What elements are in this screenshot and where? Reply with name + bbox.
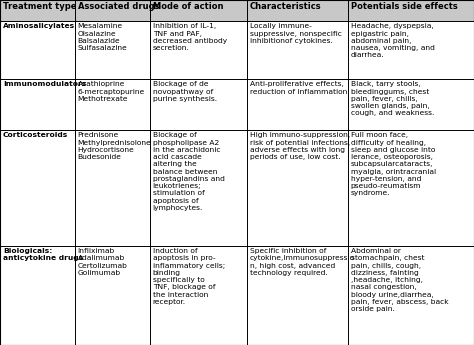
Text: Potentials side effects: Potentials side effects (351, 2, 457, 11)
Text: Azathioprine
6-mercaptopurine
Methotrexate: Azathioprine 6-mercaptopurine Methotrexa… (78, 81, 145, 102)
Text: Mode of action: Mode of action (153, 2, 223, 11)
Bar (247, 246, 348, 345)
Text: Headache, dyspepsia,
epigastric pain,
abdominal pain,
nausea, vomiting, and
diar: Headache, dyspepsia, epigastric pain, ab… (351, 23, 435, 58)
Bar (0, 0, 474, 21)
Bar (0, 79, 75, 130)
Bar (0, 246, 75, 345)
Bar (247, 79, 348, 130)
Text: Abdominal or
stomachpain, chest
pain, chills, cough,
dizziness, fainting
,headac: Abdominal or stomachpain, chest pain, ch… (351, 248, 448, 312)
Bar (0, 21, 474, 79)
Text: Black, tarry stools,
bleedinggums, chest
pain, fever, chills,
swollen glands, pa: Black, tarry stools, bleedinggums, chest… (351, 81, 434, 116)
Text: Inhibition of IL-1,
TNF and PAF,
decreased antibody
secretion.: Inhibition of IL-1, TNF and PAF, decreas… (153, 23, 227, 51)
Text: High immuno-suppression,
risk of potential infections,
adverse effects with long: High immuno-suppression, risk of potenti… (250, 132, 350, 160)
Bar (150, 0, 247, 21)
Bar (150, 246, 247, 345)
Text: Anti-proliferative effects,
reduction of inflammation.: Anti-proliferative effects, reduction of… (250, 81, 349, 95)
Bar (247, 21, 348, 79)
Bar (247, 0, 348, 21)
Text: Blockage of de
novopathway of
purine synthesis.: Blockage of de novopathway of purine syn… (153, 81, 217, 102)
Text: Mesalamine
Olsalazine
Balsalazide
Sulfasalazine: Mesalamine Olsalazine Balsalazide Sulfas… (78, 23, 128, 51)
Text: Immunomodulators: Immunomodulators (3, 81, 86, 87)
Text: Full moon face,
difficulty of healing,
sleep and glucose into
lerance, osteoporo: Full moon face, difficulty of healing, s… (351, 132, 436, 197)
Bar (0, 79, 474, 130)
Bar (348, 21, 474, 79)
Text: Infliximab
Adalimumab
Certolizumab
Golimumab: Infliximab Adalimumab Certolizumab Golim… (78, 248, 128, 276)
Bar (348, 246, 474, 345)
Bar (0, 21, 75, 79)
Bar (247, 130, 348, 246)
Text: Characteristics: Characteristics (250, 2, 321, 11)
Bar (75, 21, 150, 79)
Text: Associated drugs: Associated drugs (78, 2, 159, 11)
Bar (0, 0, 75, 21)
Text: Biologicals:
anticytokine drugs: Biologicals: anticytokine drugs (3, 248, 83, 261)
Text: Locally immune-
suppressive, nonspecific
inhibitionof cytokines.: Locally immune- suppressive, nonspecific… (250, 23, 342, 44)
Text: Corticosteroids: Corticosteroids (3, 132, 68, 138)
Bar (75, 0, 150, 21)
Bar (0, 246, 474, 345)
Bar (75, 130, 150, 246)
Bar (348, 0, 474, 21)
Bar (0, 130, 474, 246)
Text: Specific inhibition of
cytokine,Immunosuppressio
n, high cost, advanced
technolo: Specific inhibition of cytokine,Immunosu… (250, 248, 355, 276)
Bar (348, 130, 474, 246)
Text: Prednisone
Methylprednisolone
Hydrocortisone
Budesonide: Prednisone Methylprednisolone Hydrocorti… (78, 132, 152, 160)
Bar (150, 130, 247, 246)
Bar (150, 79, 247, 130)
Bar (0, 130, 75, 246)
Bar (75, 79, 150, 130)
Text: Induction of
apoptosis in pro-
inflammatory cells;
binding
specifically to
TNF, : Induction of apoptosis in pro- inflammat… (153, 248, 225, 305)
Bar (75, 246, 150, 345)
Text: Treatment type: Treatment type (3, 2, 76, 11)
Bar (348, 79, 474, 130)
Text: Blockage of
phospholipase A2
in the arachidonic
acid cascade
altering the
balanc: Blockage of phospholipase A2 in the arac… (153, 132, 225, 211)
Bar (150, 21, 247, 79)
Text: Aminosalicylates: Aminosalicylates (3, 23, 75, 29)
